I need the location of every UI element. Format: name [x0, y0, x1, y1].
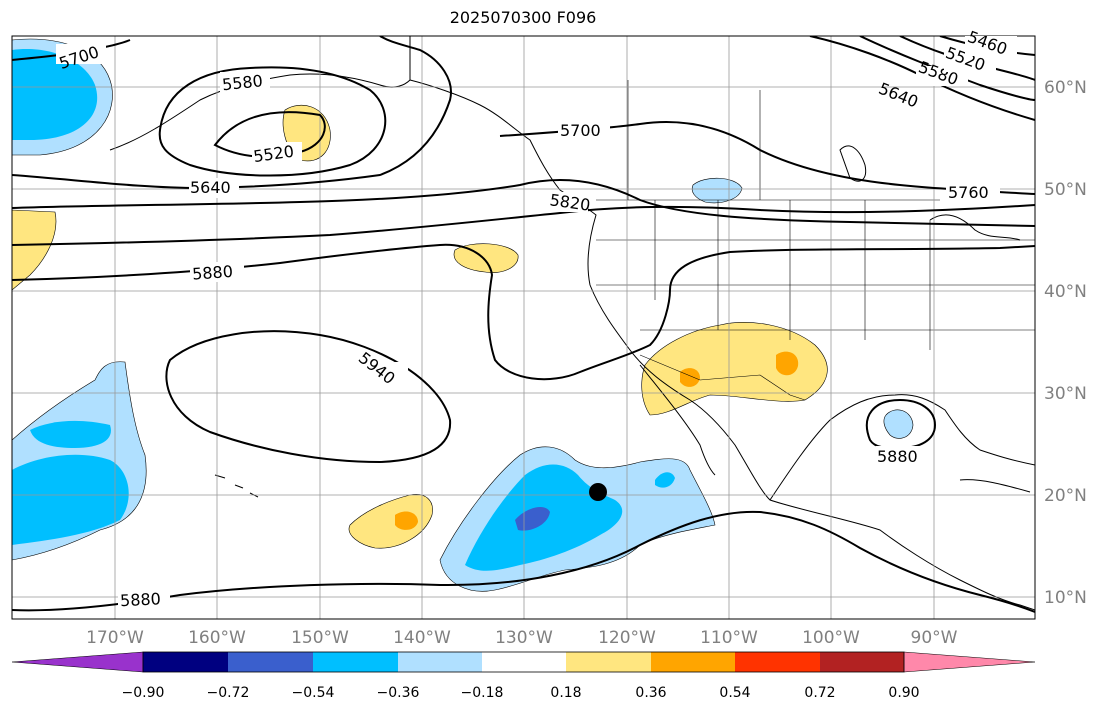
colorbar-tick-label: −0.18 [461, 685, 504, 701]
colorbar-tick-label: 0.72 [804, 685, 835, 701]
colorbar-tick-label: −0.54 [292, 685, 335, 701]
lat-tick-label: 10°N [1044, 588, 1087, 608]
gulf-coast [769, 394, 1035, 501]
colorbar-segment [398, 652, 482, 672]
contour-label: 5880 [120, 589, 162, 610]
contour-line [12, 36, 452, 190]
contour-labels: 5700 5580 5520 5640 5700 5640 5580 5520 … [56, 27, 1017, 610]
colorbar-tick-label: 0.54 [719, 685, 750, 701]
latitude-axis: 60°N 50°N 40°N 30°N 20°N 10°N [1044, 78, 1087, 608]
map-title: 2025070300 F096 [449, 8, 597, 27]
contour-line [12, 179, 1035, 227]
contour-line [12, 243, 1035, 381]
storm-center-marker [589, 483, 607, 501]
north-america-coast [409, 36, 1035, 611]
hudson-bay [839, 145, 867, 182]
lat-tick-label: 40°N [1044, 282, 1087, 302]
lat-tick-label: 50°N [1044, 180, 1087, 200]
positive-anomaly-region [453, 243, 519, 273]
positive-anomaly-core [680, 368, 700, 387]
cuba-caribbean [959, 479, 1031, 493]
lat-tick-label: 60°N [1044, 78, 1087, 98]
anomaly-shading [12, 38, 914, 592]
contour-label: 5700 [560, 121, 601, 140]
alaska-coast [109, 73, 411, 151]
contour-label: 5880 [877, 447, 918, 466]
contour-label: 5580 [221, 71, 263, 94]
lon-tick-label: 120°W [598, 628, 656, 648]
lat-tick-label: 20°N [1044, 486, 1087, 506]
contour-line [165, 330, 452, 464]
colorbar-tick-label: 0.36 [635, 685, 666, 701]
colorbar-segment [11, 651, 144, 673]
colorbar: −0.90 −0.72 −0.54 −0.36 −0.18 0.18 0.36 … [11, 651, 1036, 701]
colorbar-segment [143, 652, 228, 672]
lon-tick-label: 110°W [700, 628, 758, 648]
colorbar-tick-label: −0.90 [122, 685, 165, 701]
positive-anomaly-region [641, 322, 828, 416]
contour-label: 5760 [948, 183, 989, 202]
lon-tick-label: 150°W [291, 628, 349, 648]
negative-anomaly-region [691, 177, 743, 204]
lon-tick-label: 160°W [188, 628, 246, 648]
contour-line [12, 204, 1035, 246]
great-lakes [929, 214, 1021, 241]
lon-tick-label: 130°W [495, 628, 553, 648]
lat-tick-label: 30°N [1044, 384, 1087, 404]
contour-label: 5880 [192, 262, 234, 284]
contour-line [859, 36, 1035, 101]
gridlines [12, 36, 1035, 619]
lon-tick-label: 90°W [911, 628, 958, 648]
lon-tick-label: 140°W [393, 628, 451, 648]
negative-anomaly-core [655, 472, 675, 488]
positive-anomaly-core [395, 511, 418, 530]
colorbar-tick-label: 0.90 [888, 685, 919, 701]
longitude-axis: 170°W 160°W 150°W 140°W 130°W 120°W 110°… [86, 628, 958, 648]
contour-line [12, 510, 1035, 613]
us-mexico-border [639, 354, 806, 401]
coastlines [109, 36, 1035, 611]
negative-anomaly-core [30, 420, 111, 448]
lon-tick-label: 170°W [86, 628, 144, 648]
political-borders [596, 80, 1035, 401]
colorbar-segment [313, 652, 398, 672]
positive-anomaly-region [348, 494, 433, 549]
colorbar-segment [903, 651, 1036, 673]
colorbar-tick-label: −0.36 [377, 685, 420, 701]
colorbar-tick-label: −0.72 [207, 685, 250, 701]
lon-tick-label: 100°W [802, 628, 860, 648]
colorbar-segment [566, 652, 651, 672]
positive-anomaly-region [12, 209, 57, 291]
colorbar-segment [651, 652, 735, 672]
plot-frame [11, 35, 1036, 620]
negative-anomaly-core [12, 49, 98, 140]
colorbar-segment [735, 652, 820, 672]
colorbar-segment [820, 652, 904, 672]
colorbar-frame [142, 651, 905, 673]
negative-anomaly-region [883, 409, 914, 439]
contour-label: 5640 [190, 178, 231, 197]
colorbar-tick-label: 0.18 [550, 685, 581, 701]
baja-peninsula [639, 364, 716, 476]
positive-anomaly-core [776, 351, 799, 376]
contour-line [158, 66, 387, 177]
negative-anomaly-core [12, 454, 129, 545]
colorbar-segment [228, 652, 313, 672]
colorbar-segment [482, 652, 566, 672]
